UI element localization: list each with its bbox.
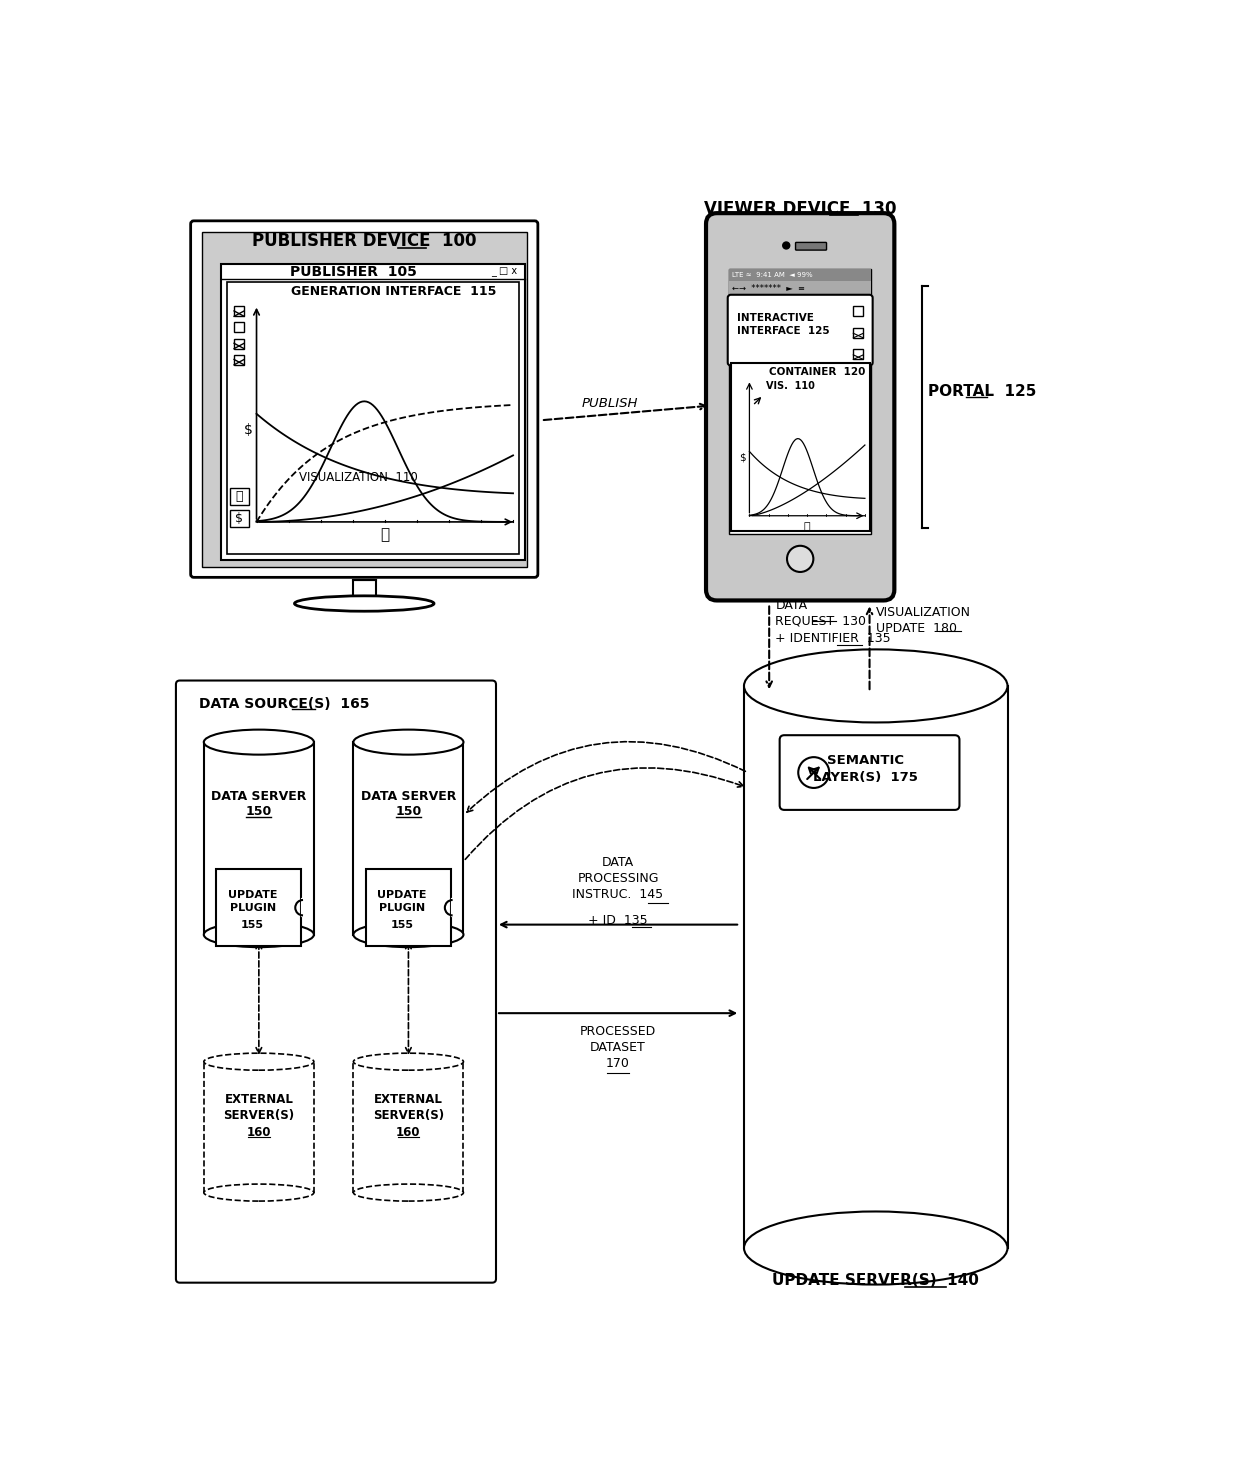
Ellipse shape	[203, 1053, 314, 1071]
Text: ←→  *******  ►  ≡: ←→ ******* ► ≡	[733, 284, 805, 293]
Bar	[353, 742, 464, 935]
Text: $: $	[236, 511, 243, 524]
FancyBboxPatch shape	[191, 221, 538, 578]
Bar	[729, 268, 870, 281]
Ellipse shape	[744, 649, 1007, 723]
Ellipse shape	[203, 923, 314, 948]
Text: EXTERNAL
SERVER(S): EXTERNAL SERVER(S)	[373, 1093, 444, 1123]
Ellipse shape	[203, 730, 314, 755]
Text: 150: 150	[246, 806, 272, 818]
Text: 160: 160	[247, 1126, 272, 1139]
Circle shape	[799, 757, 830, 788]
Bar	[234, 307, 244, 317]
Ellipse shape	[782, 241, 790, 249]
Ellipse shape	[353, 923, 464, 948]
Ellipse shape	[744, 1211, 1007, 1284]
Text: VIEWER DEVICE  130: VIEWER DEVICE 130	[704, 200, 897, 218]
Bar	[730, 363, 869, 532]
Bar	[234, 355, 244, 364]
Ellipse shape	[353, 1185, 464, 1201]
Bar	[227, 283, 520, 554]
Text: 160: 160	[396, 1126, 420, 1139]
Bar	[231, 509, 249, 527]
Bar	[231, 489, 249, 505]
Text: PUBLISHER DEVICE  100: PUBLISHER DEVICE 100	[252, 233, 476, 250]
Bar	[234, 339, 244, 348]
Text: DATA SERVER: DATA SERVER	[211, 789, 306, 803]
Text: INTERACTIVE
INTERFACE  125: INTERACTIVE INTERFACE 125	[737, 312, 830, 336]
Ellipse shape	[295, 595, 434, 612]
FancyBboxPatch shape	[176, 681, 496, 1283]
Bar	[352, 581, 376, 597]
Text: UPDATE SERVER(S)  140: UPDATE SERVER(S) 140	[773, 1272, 980, 1288]
Bar	[221, 264, 526, 560]
Text: UPDATE
PLUGIN: UPDATE PLUGIN	[228, 890, 278, 912]
Text: + ID  135: + ID 135	[588, 914, 647, 927]
FancyBboxPatch shape	[796, 243, 827, 250]
Text: DATA SOURCE(S)  165: DATA SOURCE(S) 165	[200, 696, 370, 711]
Text: 155: 155	[241, 920, 264, 930]
Bar	[853, 350, 863, 360]
Text: ⧖: ⧖	[804, 521, 811, 532]
Text: CONTAINER  120: CONTAINER 120	[769, 367, 866, 376]
Text: $: $	[739, 453, 745, 464]
Ellipse shape	[353, 730, 464, 755]
Bar	[216, 869, 301, 946]
Text: PUBLISHER  105: PUBLISHER 105	[290, 265, 417, 278]
Text: $: $	[244, 422, 253, 437]
Ellipse shape	[353, 1053, 464, 1071]
Bar	[729, 268, 870, 535]
Text: GENERATION INTERFACE  115: GENERATION INTERFACE 115	[291, 286, 496, 298]
FancyBboxPatch shape	[780, 735, 960, 810]
Text: ⧖: ⧖	[381, 527, 389, 542]
Text: EXTERNAL
SERVER(S): EXTERNAL SERVER(S)	[223, 1093, 294, 1123]
Bar	[729, 281, 870, 296]
Text: _ □ x: _ □ x	[491, 267, 517, 277]
Text: 150: 150	[396, 806, 422, 818]
Bar	[744, 686, 1007, 1248]
Text: PUBLISH: PUBLISH	[582, 397, 639, 410]
Bar	[201, 231, 527, 567]
Bar	[853, 327, 863, 338]
Text: DATA SERVER: DATA SERVER	[361, 789, 456, 803]
Circle shape	[787, 546, 813, 572]
Text: VIS.  110: VIS. 110	[766, 381, 816, 391]
Ellipse shape	[203, 1185, 314, 1201]
Bar	[234, 323, 244, 333]
FancyBboxPatch shape	[728, 295, 873, 366]
Bar	[203, 1062, 314, 1192]
Text: LTE ≈  9:41 AM  ◄ 99%: LTE ≈ 9:41 AM ◄ 99%	[733, 271, 813, 278]
Text: VISUALIZATION  110: VISUALIZATION 110	[299, 471, 418, 484]
Text: UPDATE
PLUGIN: UPDATE PLUGIN	[377, 890, 427, 912]
Text: + IDENTIFIER  135: + IDENTIFIER 135	[775, 632, 892, 646]
Text: 155: 155	[391, 920, 414, 930]
Text: PROCESSED
DATASET
170: PROCESSED DATASET 170	[580, 1025, 656, 1071]
FancyBboxPatch shape	[706, 213, 894, 600]
Text: DATA
PROCESSING
INSTRUC.  145: DATA PROCESSING INSTRUC. 145	[573, 856, 663, 900]
Text: VISUALIZATION
UPDATE  180: VISUALIZATION UPDATE 180	[875, 606, 971, 635]
Text: DATA
REQUEST  130: DATA REQUEST 130	[775, 598, 867, 628]
Bar	[366, 869, 451, 946]
Text: PORTAL  125: PORTAL 125	[929, 384, 1037, 398]
Bar	[353, 1062, 464, 1192]
Bar	[853, 307, 863, 317]
Bar	[203, 742, 314, 935]
Text: ⧖: ⧖	[236, 490, 243, 504]
Text: SEMANTIC
LAYER(S)  175: SEMANTIC LAYER(S) 175	[813, 754, 918, 785]
